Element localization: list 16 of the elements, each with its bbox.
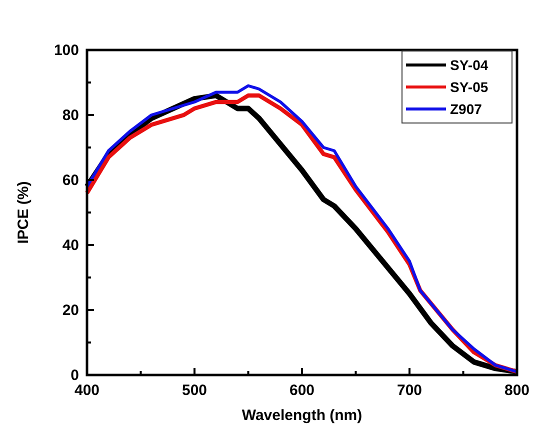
legend-label: Z907 — [450, 101, 482, 117]
legend-label: SY-05 — [450, 79, 488, 95]
x-tick-label: 600 — [289, 382, 315, 399]
x-axis-title: Wavelength (nm) — [242, 407, 362, 424]
y-axis-title: IPCE (%) — [15, 181, 32, 244]
y-tick-label: 80 — [62, 107, 79, 124]
y-tick-label: 0 — [70, 367, 79, 384]
y-tick-label: 40 — [62, 237, 79, 254]
y-tick-label: 20 — [62, 302, 79, 319]
x-tick-label: 800 — [504, 382, 530, 399]
legend-label: SY-04 — [450, 57, 488, 73]
x-tick-label: 700 — [396, 382, 422, 399]
y-tick-label: 60 — [62, 172, 79, 189]
x-tick-label: 500 — [182, 382, 208, 399]
y-tick-label: 100 — [54, 42, 79, 59]
x-tick-label: 400 — [74, 382, 100, 399]
